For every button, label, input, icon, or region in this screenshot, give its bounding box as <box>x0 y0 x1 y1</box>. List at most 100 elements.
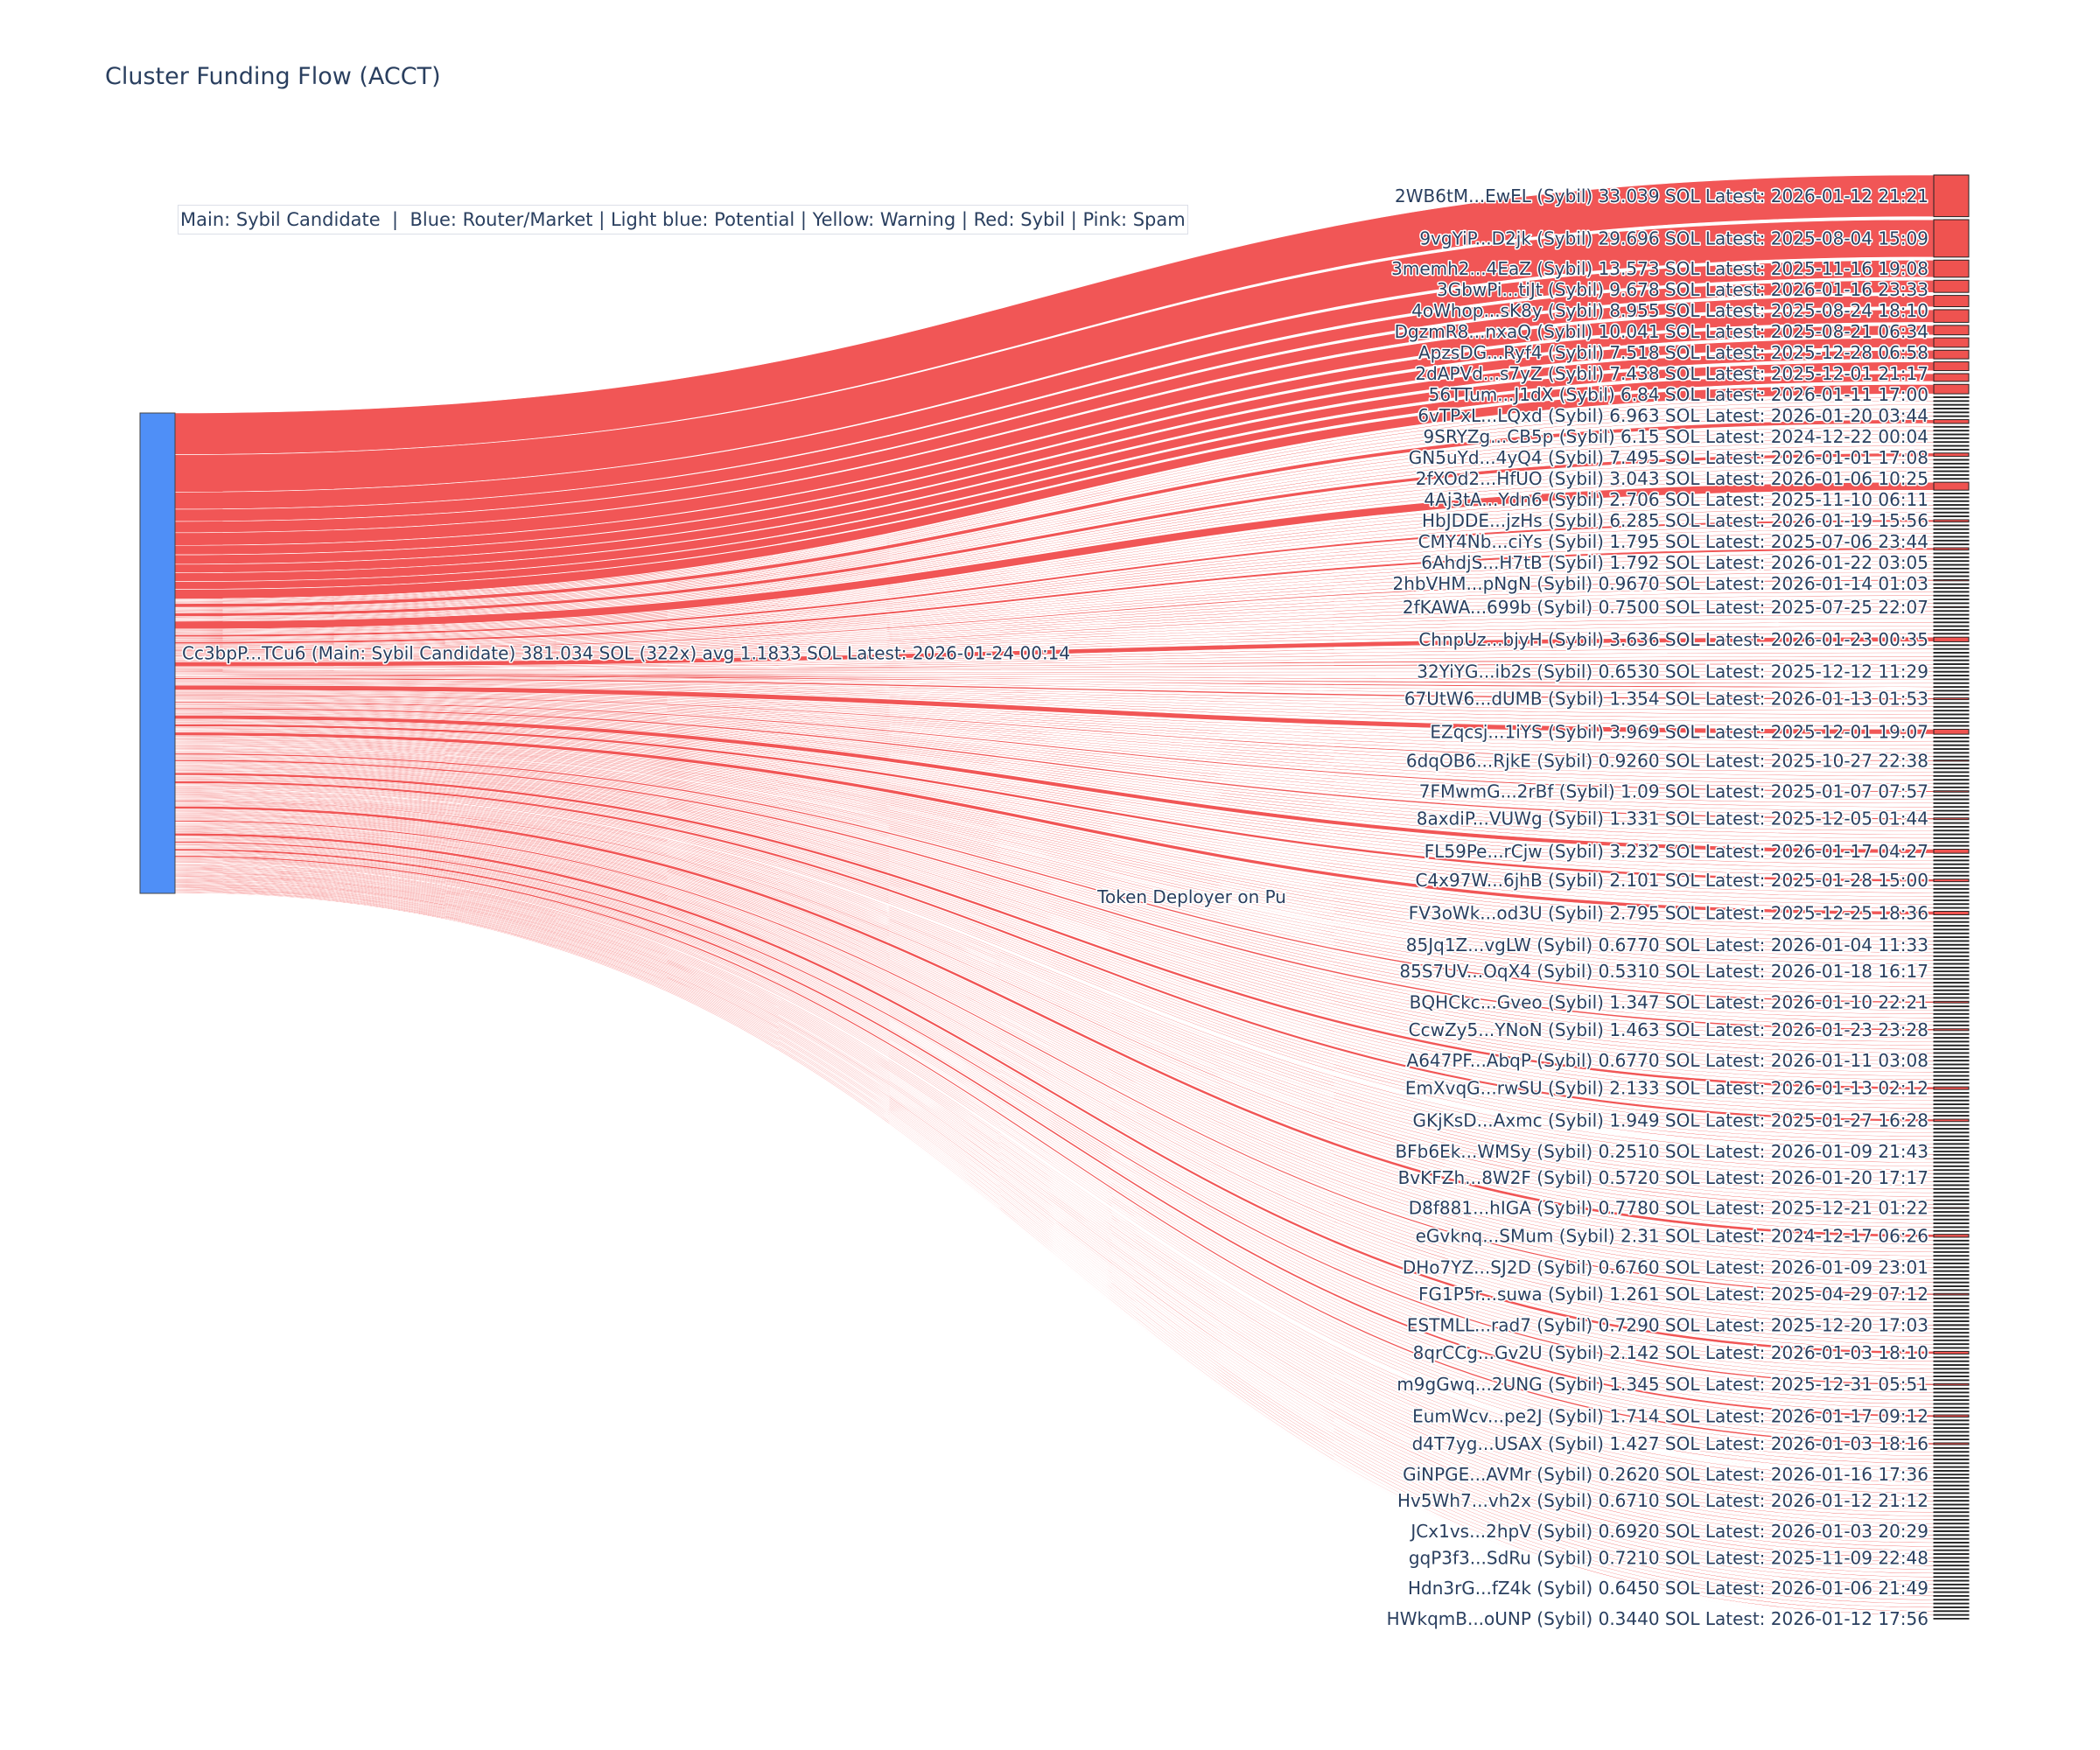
target-node <box>1933 524 1970 527</box>
target-label: CMY4Nb...ciYs (Sybil) 1.795 SOL Latest: … <box>1418 531 1928 552</box>
target-node <box>1933 959 1970 962</box>
target-node <box>1933 1379 1970 1382</box>
target-label: 6dqOB6...RjkE (Sybil) 0.9260 SOL Latest:… <box>1406 750 1928 771</box>
target-node <box>1933 1316 1970 1319</box>
target-node <box>1933 1203 1970 1206</box>
target-node <box>1933 458 1970 461</box>
target-node <box>1933 1052 1970 1054</box>
target-node <box>1933 1214 1970 1217</box>
target-node <box>1933 610 1970 612</box>
target-label: BQHCkc...Gveo (Sybil) 1.347 SOL Latest: … <box>1410 991 1928 1012</box>
target-node <box>1933 448 1970 451</box>
target-node <box>1933 748 1970 750</box>
target-node <box>1933 478 1970 480</box>
target-node <box>1933 943 1970 946</box>
target-node <box>1933 1587 1970 1590</box>
target-node <box>1933 1602 1970 1605</box>
target-node <box>1933 556 1970 558</box>
target-node <box>1933 1158 1970 1160</box>
target-node <box>1933 1176 1970 1179</box>
target-label: GN5uYd...4yQ4 (Sybil) 7.495 SOL Latest: … <box>1409 447 1928 468</box>
target-node <box>1933 295 1970 308</box>
target-node <box>1933 504 1970 507</box>
target-node <box>1933 1480 1970 1483</box>
target-node <box>1933 1040 1970 1043</box>
target-node <box>1933 1172 1970 1175</box>
target-node <box>1933 1572 1970 1574</box>
target-node <box>1933 1024 1970 1026</box>
target-node <box>1933 1360 1970 1362</box>
target-node <box>1933 1234 1970 1238</box>
target-node <box>1933 560 1970 563</box>
target-node <box>1933 219 1970 258</box>
target-node <box>1933 903 1970 906</box>
target-label: 32YiYG...ib2s (Sybil) 0.6530 SOL Latest:… <box>1417 662 1928 682</box>
target-node <box>1933 1258 1970 1261</box>
target-node <box>1933 1583 1970 1586</box>
target-node <box>1933 466 1970 469</box>
target-node <box>1933 1218 1970 1221</box>
target-label: d4T7yg...USAX (Sybil) 1.427 SOL Latest: … <box>1412 1433 1928 1454</box>
target-node <box>1933 1610 1970 1613</box>
target-node <box>1933 887 1970 890</box>
target-node <box>1933 613 1970 616</box>
target-label: 2dAPVd...s7yZ (Sybil) 7.438 SOL Latest: … <box>1415 363 1928 384</box>
target-node <box>1933 693 1970 696</box>
target-label: DgzmR8...nxaQ (Sybil) 10.041 SOL Latest:… <box>1395 321 1928 342</box>
target-label: 8qrCCg...Gv2U (Sybil) 2.142 SOL Latest: … <box>1413 1342 1928 1363</box>
target-node <box>1933 786 1970 788</box>
target-node <box>1933 932 1970 934</box>
target-node <box>1933 578 1970 582</box>
target-node <box>1933 1391 1970 1394</box>
target-node <box>1933 1530 1970 1532</box>
target-node <box>1933 874 1970 877</box>
target-label: HbJDDE...jzHs (Sybil) 6.285 SOL Latest: … <box>1422 510 1928 531</box>
target-node <box>1933 1292 1970 1296</box>
target-label: 6vTPxL...LQxd (Sybil) 6.963 SOL Latest: … <box>1418 405 1928 426</box>
target-node <box>1933 1466 1970 1468</box>
target-node <box>1933 1419 1970 1422</box>
target-node <box>1933 1446 1970 1449</box>
target-node <box>1933 1071 1970 1074</box>
target-label: 85Jq1Z...vgLW (Sybil) 0.6770 SOL Latest:… <box>1406 934 1928 956</box>
target-node <box>1933 462 1970 465</box>
target-node <box>1933 1410 1970 1413</box>
target-label: 9SRYZg...CB5p (Sybil) 6.15 SOL Latest: 2… <box>1424 426 1928 447</box>
target-node <box>1933 966 1970 969</box>
target-node <box>1933 1270 1970 1272</box>
target-node <box>1933 1356 1970 1359</box>
target-node <box>1933 408 1970 410</box>
source-node <box>139 412 176 894</box>
target-node <box>1933 655 1970 658</box>
target-node <box>1933 500 1970 502</box>
target-node <box>1933 383 1970 395</box>
target-node <box>1933 1553 1970 1555</box>
target-node <box>1933 1564 1970 1567</box>
target-node <box>1933 977 1970 980</box>
target-node <box>1933 606 1970 608</box>
target-label: 7FMwmG...2rBf (Sybil) 1.09 SOL Latest: 2… <box>1419 781 1928 802</box>
target-node <box>1933 794 1970 797</box>
target-node <box>1933 361 1970 372</box>
target-node <box>1933 982 1970 984</box>
target-node <box>1933 598 1970 601</box>
target-node <box>1933 1542 1970 1544</box>
target-label: m9gGwq...2UNG (Sybil) 1.345 SOL Latest: … <box>1396 1374 1928 1395</box>
target-node <box>1933 621 1970 624</box>
target-node <box>1933 1239 1970 1242</box>
target-node <box>1933 1427 1970 1430</box>
target-node <box>1933 309 1970 323</box>
target-node <box>1933 1184 1970 1186</box>
target-label: 2fKAWA...699b (Sybil) 0.7500 SOL Latest:… <box>1403 597 1928 618</box>
target-node <box>1933 830 1970 832</box>
target-node <box>1933 1247 1970 1250</box>
target-node <box>1933 1103 1970 1106</box>
target-node <box>1933 511 1970 514</box>
target-node <box>1933 859 1970 862</box>
nodes <box>139 174 1970 1620</box>
target-node <box>1933 1060 1970 1062</box>
target-label: 3memh2...4EaZ (Sybil) 13.573 SOL Latest:… <box>1391 258 1928 279</box>
target-node <box>1933 1579 1970 1582</box>
target-node <box>1933 444 1970 447</box>
